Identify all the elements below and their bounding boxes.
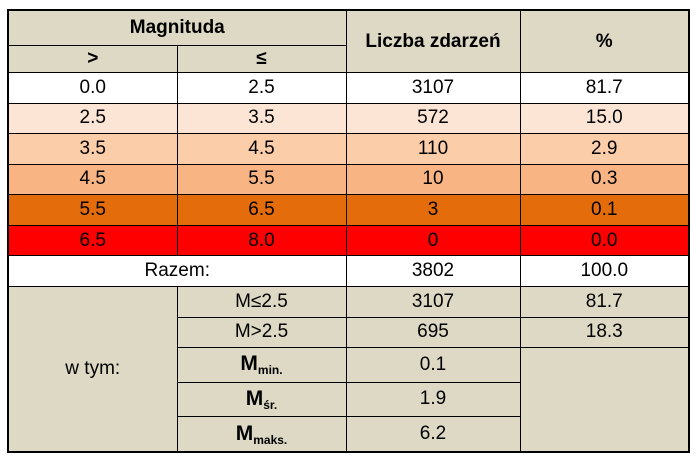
header-less-equal: ≤ (176, 45, 347, 73)
row-percent: 0.1 (519, 194, 690, 226)
row-to: 6.5 (176, 194, 347, 226)
magnitude-table: Magnituda Liczba zdarzeń % > ≤ 0.0 2.5 3… (7, 9, 690, 453)
avg-subscript: śr. (263, 397, 278, 412)
row-percent: 15.0 (519, 102, 690, 135)
row-count: 10 (345, 163, 521, 196)
total-label: Razem: (7, 255, 347, 287)
total-percent: 100.0 (519, 255, 690, 287)
breakdown-le25-count: 3107 (345, 285, 521, 318)
header-percent: % (519, 9, 690, 73)
breakdown-row-min: Mmin. 0.1 (8, 347, 690, 453)
breakdown-empty-cell (519, 347, 690, 453)
row-percent: 81.7 (519, 72, 690, 104)
row-to: 8.0 (176, 224, 347, 257)
breakdown-row-gt25: M>2.5 695 18.3 (8, 316, 690, 349)
row-to: 5.5 (176, 163, 347, 196)
breakdown-label: w tym: (7, 285, 178, 453)
row-from: 0.0 (7, 72, 178, 104)
header-count: Liczba zdarzeń (345, 9, 521, 73)
breakdown-min-value: 0.1 (345, 347, 521, 383)
row-to: 4.5 (176, 133, 347, 165)
breakdown-row-max: Mmaks. 6.2 (8, 416, 689, 453)
total-count: 3802 (345, 255, 521, 287)
row-count: 572 (345, 102, 521, 135)
row-count: 3107 (345, 72, 521, 104)
breakdown-min-label: Mmin. (176, 347, 347, 383)
row-from: 5.5 (7, 194, 178, 226)
breakdown-max-label: Mmaks. (176, 416, 347, 453)
table-row: 6.5 8.0 0 0.0 (7, 224, 690, 257)
row-count: 0 (345, 224, 521, 257)
max-subscript: maks. (253, 432, 288, 447)
table-row: 4.5 5.5 10 0.3 (7, 163, 690, 196)
table-row: 2.5 3.5 572 15.0 (7, 102, 690, 135)
table-row: 5.5 6.5 3 0.1 (7, 194, 690, 226)
min-subscript: min. (257, 363, 283, 378)
row-percent: 2.9 (519, 133, 690, 165)
breakdown-le25-label: M≤2.5 (176, 285, 347, 318)
table-row: 0.0 2.5 3107 81.7 (7, 72, 690, 104)
breakdown-row-avg: Mśr. 1.9 (8, 381, 689, 418)
header-magnitude: Magnituda (7, 9, 347, 46)
max-symbol: M (235, 421, 254, 445)
min-symbol: M (240, 352, 258, 376)
row-from: 3.5 (7, 133, 178, 165)
row-from: 6.5 (7, 224, 178, 257)
breakdown-gt25-label: M>2.5 (176, 316, 347, 349)
breakdown-max-value: 6.2 (345, 416, 521, 453)
row-percent: 0.0 (519, 224, 690, 257)
total-row: Razem: 3802 100.0 (7, 255, 690, 287)
table-row: 3.5 4.5 110 2.9 (7, 133, 690, 165)
row-count: 110 (345, 133, 521, 165)
row-count: 3 (345, 194, 521, 226)
header-greater-than: > (7, 45, 178, 73)
avg-symbol: M (245, 386, 264, 410)
breakdown-avg-value: 1.9 (345, 381, 521, 418)
row-to: 2.5 (176, 72, 347, 104)
row-percent: 0.3 (519, 163, 690, 196)
breakdown-gt25-percent: 18.3 (519, 316, 690, 349)
breakdown-row-le25: w tym: M≤2.5 3107 81.7 (7, 285, 690, 453)
row-from: 2.5 (7, 102, 178, 135)
row-from: 4.5 (7, 163, 178, 196)
breakdown-gt25-count: 695 (345, 316, 521, 349)
breakdown-avg-label: Mśr. (176, 381, 347, 418)
breakdown-le25-percent: 81.7 (519, 285, 690, 318)
row-to: 3.5 (176, 102, 347, 135)
